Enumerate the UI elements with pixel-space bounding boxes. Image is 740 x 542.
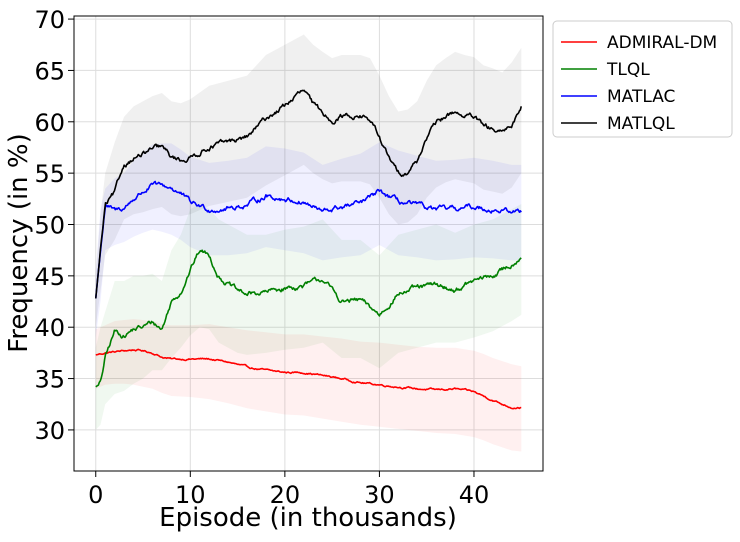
legend-label-matlac: MATLAC: [607, 87, 675, 107]
admiral-dm-confidence-band: [95, 319, 522, 452]
legend-frame: [552, 20, 733, 138]
y-tick-label: 65: [34, 57, 65, 85]
y-tick-label: 40: [34, 314, 65, 342]
tick-layer: 0 10 20 30 40 30 35 40 45 50 55 60 65 70: [34, 6, 489, 509]
legend: ADMIRAL-DM TLQL MATLAC MATLQL: [552, 20, 733, 138]
grid-layer: [74, 16, 543, 471]
band-layer: [95, 34, 522, 452]
x-tick-label: 20: [270, 481, 301, 509]
tlql-series-line: [95, 249, 522, 388]
x-tick-label: 30: [364, 481, 395, 509]
y-tick-label: 50: [34, 211, 65, 239]
legend-label-tlql: TLQL: [606, 60, 650, 80]
x-axis-title: Episode (in thousands): [159, 503, 457, 533]
line-layer: [94, 89, 523, 410]
matlql-series-line: [94, 89, 523, 299]
y-axis-title: Frequency (in %): [4, 133, 34, 353]
y-tick-label: 55: [34, 160, 65, 188]
plot-frame: [73, 15, 544, 472]
legend-label-admiral-dm: ADMIRAL-DM: [607, 33, 717, 53]
x-tick-label: 10: [175, 481, 206, 509]
y-tick-label: 70: [34, 6, 65, 34]
x-tick-label: 0: [88, 481, 103, 509]
legend-label-matlql: MATLQL: [607, 114, 675, 134]
y-tick-label: 30: [34, 417, 65, 445]
matlac-confidence-band: [95, 142, 522, 338]
admiral-dm-series-line: [95, 348, 522, 410]
tlql-confidence-band: [95, 204, 522, 430]
y-tick-label: 35: [34, 366, 65, 394]
matlql-confidence-band: [95, 34, 522, 328]
y-tick-label: 45: [34, 263, 65, 291]
legend-items: ADMIRAL-DM TLQL MATLAC MATLQL: [561, 33, 717, 134]
x-tick-label: 40: [459, 481, 490, 509]
matlac-series-line: [94, 180, 522, 299]
y-tick-label: 60: [34, 109, 65, 137]
